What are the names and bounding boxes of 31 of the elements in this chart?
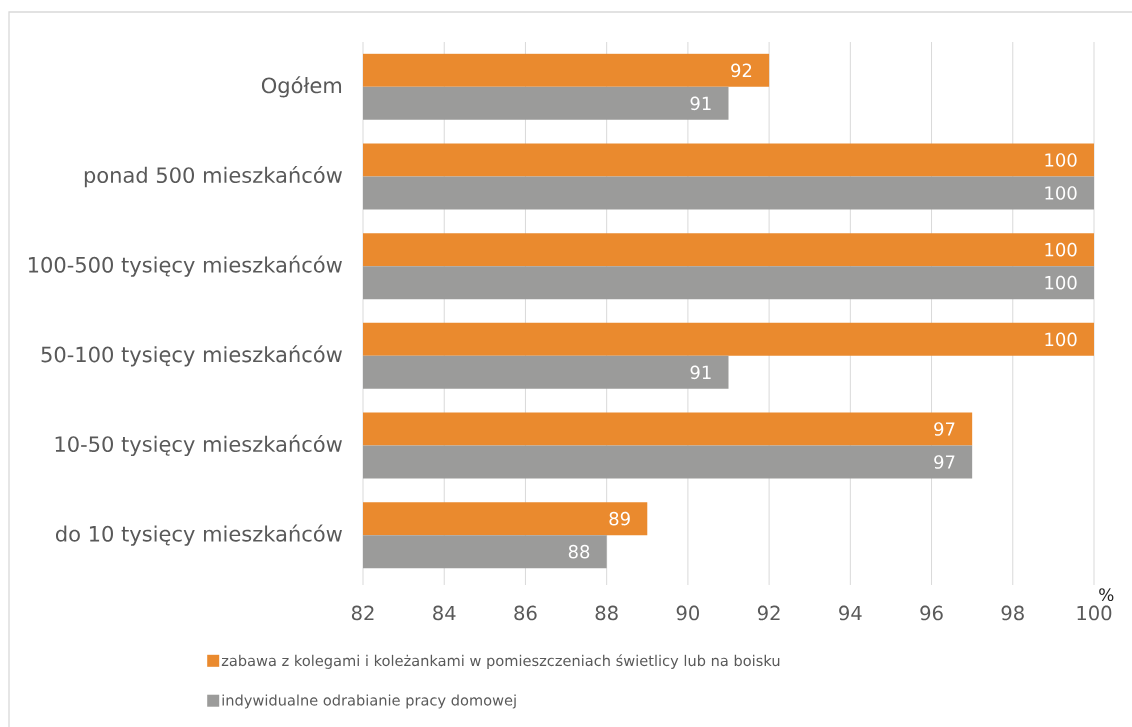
data-label: 97 — [934, 422, 955, 436]
x-tick-label: 98 — [1001, 605, 1024, 621]
legend-label: indywidualne odrabianie pracy domowej — [222, 694, 516, 709]
data-label: 91 — [690, 96, 711, 111]
x-tick-label: 82 — [351, 605, 374, 621]
data-label: 100 — [1045, 332, 1077, 347]
x-tick-label: 94 — [839, 605, 862, 621]
y-tick-label: 10-50 tysięcy mieszkańców — [55, 434, 342, 457]
data-label: 89 — [609, 511, 630, 526]
data-label: 100 — [1045, 186, 1077, 200]
y-tick-label: do 10 tysięcy mieszkańców — [55, 524, 342, 546]
x-tick-label: 96 — [920, 605, 943, 621]
data-label: 92 — [731, 63, 752, 78]
data-label: 88 — [568, 544, 590, 559]
x-tick-label: 88 — [595, 605, 618, 621]
x-tick-label: 90 — [676, 605, 699, 621]
data-label: 91 — [690, 365, 711, 380]
y-tick-label: ponad 500 mieszkańców — [84, 165, 342, 188]
data-label: 97 — [934, 455, 955, 469]
x-tick-label: 100 — [1077, 605, 1112, 621]
data-label: 100 — [1045, 242, 1077, 257]
legend-label: zabawa z kolegami i koleżankami w pomieszczeniach świetlicy lub na boisku — [221, 654, 780, 669]
x-axis-title: % — [1099, 588, 1114, 602]
y-tick-label: 100-500 tysięcy mieszkańców — [28, 255, 342, 277]
y-tick-label: Ogółem — [261, 76, 342, 98]
data-label: 100 — [1045, 275, 1077, 290]
x-tick-label: 84 — [433, 605, 456, 621]
data-label: 100 — [1045, 153, 1077, 167]
x-tick-label: 92 — [757, 605, 780, 621]
x-tick-label: 86 — [514, 605, 537, 621]
y-tick-label: 50-100 tysięcy mieszkańców — [41, 345, 342, 367]
